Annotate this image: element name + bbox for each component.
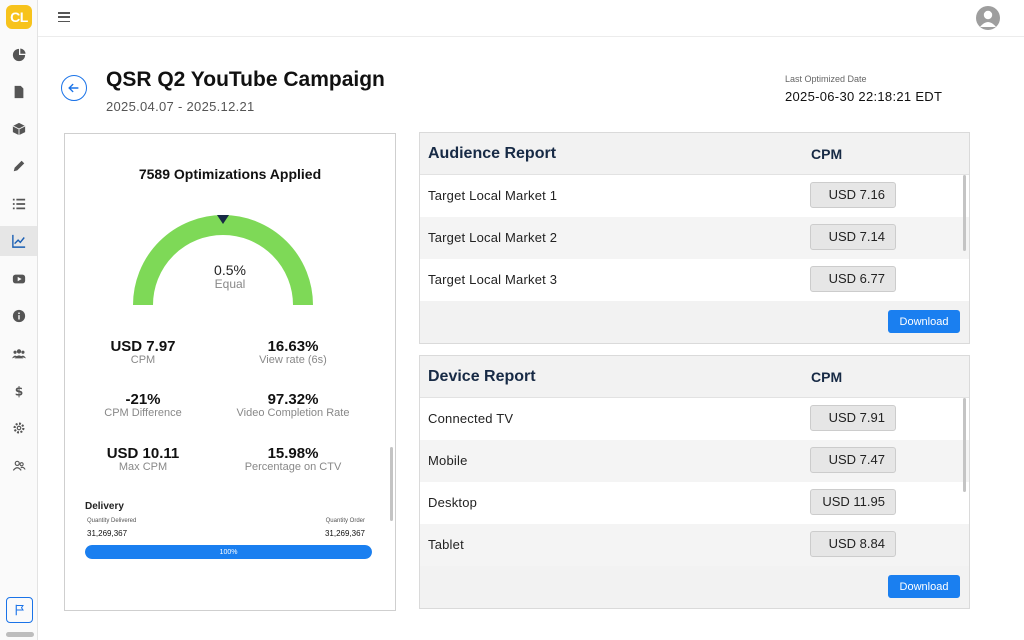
device-report-scrollbar[interactable]	[963, 398, 966, 492]
metric-max-cpm: USD 10.11 Max CPM	[63, 445, 223, 473]
cpm-value-field: USD 11.95	[810, 489, 896, 515]
last-optimized-value: 2025-06-30 22:18:21 EDT	[785, 89, 943, 104]
device-report: Device Report CPM Connected TV USD 7.91 …	[419, 355, 970, 609]
audience-report-scrollbar[interactable]	[963, 175, 966, 251]
metric-label: Max CPM	[118, 461, 168, 473]
device-download-button[interactable]: Download	[888, 575, 960, 598]
device-report-title: Device Report	[428, 368, 536, 385]
row-label: Tablet	[428, 537, 464, 552]
dollar-icon[interactable]: $	[4, 376, 34, 406]
cpm-value-field: USD 7.16	[810, 182, 896, 208]
row-label: Target Local Market 2	[428, 230, 558, 245]
table-row: Mobile USD 7.47	[420, 440, 969, 482]
optimizations-count: 7589 Optimizations Applied	[138, 166, 322, 182]
gauge-marker-icon	[217, 215, 229, 224]
metric-cpm: USD 7.97 CPM	[63, 338, 223, 366]
device-cpm-column-header: CPM	[811, 369, 843, 385]
user-avatar-icon[interactable]	[976, 6, 1000, 30]
gauge-label: Equal	[214, 277, 246, 291]
row-label: Desktop	[428, 495, 478, 510]
delivery-progress-bar: 100%	[85, 545, 372, 559]
cpm-value-field: USD 8.84	[810, 531, 896, 557]
youtube-icon[interactable]	[4, 264, 34, 294]
metric-label: CPM	[130, 354, 156, 366]
gear-icon[interactable]	[4, 413, 34, 443]
table-row: Target Local Market 3 USD 6.77	[420, 259, 969, 301]
metric-value: USD 7.97	[110, 338, 176, 355]
sidebar: CL $	[0, 0, 38, 640]
document-icon[interactable]	[4, 77, 34, 107]
row-label: Target Local Market 1	[428, 188, 558, 203]
page-title: QSR Q2 YouTube Campaign	[106, 68, 385, 91]
audience-report: Audience Report CPM Target Local Market …	[419, 132, 970, 344]
metric-value: -21%	[125, 391, 161, 408]
table-row: Target Local Market 2 USD 7.14	[420, 217, 969, 259]
metric-label: CPM Difference	[104, 407, 182, 419]
audience-report-footer: Download	[420, 301, 969, 343]
row-label: Connected TV	[428, 411, 514, 426]
info-icon[interactable]	[4, 301, 34, 331]
app-logo[interactable]: CL	[6, 5, 32, 29]
audience-download-button[interactable]: Download	[888, 310, 960, 333]
summary-card-scrollbar[interactable]	[390, 447, 393, 521]
row-label: Target Local Market 3	[428, 272, 558, 287]
last-optimized-label: Last Optimized Date	[785, 74, 867, 84]
metric-ctv-percentage: 15.98% Percentage on CTV	[213, 445, 373, 473]
metric-value: 16.63%	[267, 338, 319, 355]
table-row: Connected TV USD 7.91	[420, 398, 969, 440]
team-icon[interactable]	[4, 451, 34, 481]
metric-label: Percentage on CTV	[244, 461, 342, 473]
sidebar-scrollbar[interactable]	[6, 632, 34, 637]
hamburger-menu-icon[interactable]	[58, 12, 70, 22]
table-row: Desktop USD 11.95	[420, 482, 969, 524]
metric-label: Video Completion Rate	[236, 407, 350, 419]
audience-cpm-column-header: CPM	[811, 146, 843, 162]
metric-value: 15.98%	[267, 445, 319, 462]
cpm-value-field: USD 7.47	[810, 447, 896, 473]
metric-value: USD 10.11	[106, 445, 180, 462]
cpm-value-field: USD 7.14	[810, 224, 896, 250]
arrow-left-icon	[68, 83, 79, 93]
metric-value: 97.32%	[267, 391, 319, 408]
list-icon[interactable]	[4, 189, 34, 219]
performance-gauge	[133, 215, 313, 306]
delivery-title: Delivery	[85, 501, 124, 512]
audience-report-title: Audience Report	[428, 145, 557, 162]
top-bar	[38, 0, 1024, 37]
quantity-order-label: Quantity Order	[325, 518, 365, 524]
pencil-icon[interactable]	[4, 151, 34, 181]
cpm-value-field: USD 6.77	[810, 266, 896, 292]
pie-chart-icon[interactable]	[4, 40, 34, 70]
box-icon[interactable]	[4, 114, 34, 144]
quantity-delivered-label: Quantity Delivered	[87, 518, 137, 524]
back-button[interactable]	[61, 75, 87, 101]
flag-icon[interactable]	[6, 597, 33, 623]
device-report-footer: Download	[420, 566, 969, 608]
audience-report-header: Audience Report CPM	[420, 133, 969, 175]
trend-chart-icon[interactable]	[0, 226, 37, 256]
table-row: Tablet USD 8.84	[420, 524, 969, 566]
users-icon[interactable]	[4, 339, 34, 369]
row-label: Mobile	[428, 453, 468, 468]
summary-card: 7589 Optimizations Applied 0.5% Equal US…	[64, 133, 396, 611]
quantity-order-value: 31,269,367	[324, 529, 365, 538]
gauge-value: 0.5%	[214, 262, 246, 278]
device-report-header: Device Report CPM	[420, 356, 969, 398]
cpm-value-field: USD 7.91	[810, 405, 896, 431]
campaign-date-range: 2025.04.07 - 2025.12.21	[106, 99, 255, 114]
metric-view-rate: 16.63% View rate (6s)	[213, 338, 373, 366]
metric-label: View rate (6s)	[259, 354, 327, 366]
delivery-progress-fill: 100%	[85, 545, 372, 559]
table-row: Target Local Market 1 USD 7.16	[420, 175, 969, 217]
quantity-delivered-value: 31,269,367	[87, 529, 128, 538]
svg-text:$: $	[15, 384, 24, 398]
metric-cpm-difference: -21% CPM Difference	[63, 391, 223, 419]
metric-video-completion: 97.32% Video Completion Rate	[213, 391, 373, 419]
